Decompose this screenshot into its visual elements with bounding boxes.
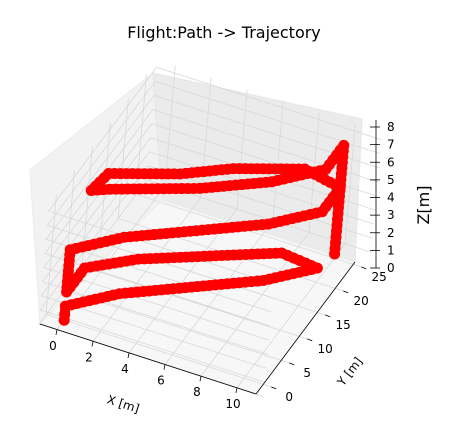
z-tick-label: 3: [387, 208, 395, 222]
chart-title: Flight:Path -> Trajectory: [127, 23, 321, 42]
x-tick-label: 6: [157, 374, 165, 388]
y-tick-label: 10: [318, 342, 333, 356]
y-tick-mark: [289, 362, 295, 366]
x-tick-label: 0: [49, 339, 57, 353]
x-tick-mark: [235, 387, 238, 393]
y-tick-mark: [307, 338, 313, 342]
z-tick-label: 1: [387, 243, 395, 257]
y-tick-mark: [271, 386, 277, 390]
y-tick-label: 15: [336, 318, 351, 332]
z-tick-label: 7: [387, 138, 395, 152]
z-grid-line: [39, 165, 374, 383]
y-tick-label: 25: [372, 270, 387, 284]
x-tick-mark: [199, 376, 202, 382]
trajectory-series: [58, 139, 350, 326]
y-axis-line: [255, 261, 356, 395]
y-axis-label: Y [m]: [334, 355, 365, 390]
y-tick-mark: [325, 314, 331, 318]
z-tick-label: 2: [387, 226, 395, 240]
x-tick-label: 4: [121, 362, 129, 376]
z-axis-label: Z[m]: [414, 185, 433, 224]
y-tick-mark: [361, 266, 367, 270]
z-tick-label: 8: [387, 120, 395, 134]
x-axis-label: X [m]: [105, 392, 141, 416]
trajectory-point: [59, 309, 71, 321]
x-tick-mark: [127, 352, 130, 359]
z-grid-line: [40, 151, 375, 369]
y-tick-label: 0: [285, 390, 293, 404]
trajectory-point: [329, 248, 341, 260]
z-tick-label: 4: [387, 191, 395, 205]
z-tick-label: 5: [387, 173, 395, 187]
x-tick-label: 8: [193, 385, 201, 399]
x-tick-mark: [91, 341, 94, 347]
x-tick-label: 10: [225, 397, 240, 411]
z-tick-label: 0: [387, 261, 395, 275]
x-axis-line: [39, 323, 257, 395]
x-tick-mark: [55, 329, 58, 335]
z-grid-line: [43, 123, 377, 341]
y-tick-label: 5: [303, 366, 311, 380]
z-grid-line: [47, 66, 382, 285]
z-grid-line: [45, 94, 380, 313]
y-tick-mark: [343, 290, 349, 294]
x-tick-label: 2: [85, 350, 93, 364]
x-tick-mark: [163, 364, 166, 370]
z-tick-label: 6: [387, 155, 395, 169]
y-tick-label: 20: [354, 294, 369, 308]
